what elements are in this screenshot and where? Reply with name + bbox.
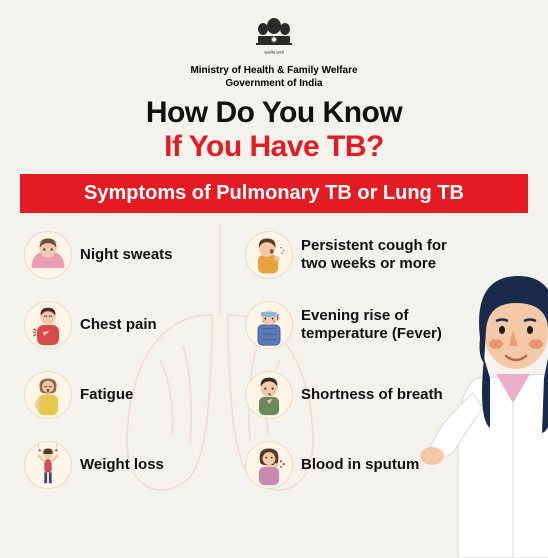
blood-sputum-icon bbox=[245, 441, 293, 489]
title-line2: If You Have TB? bbox=[20, 130, 528, 164]
symptom-label: Chest pain bbox=[80, 316, 157, 334]
svg-text:!: ! bbox=[56, 444, 57, 449]
title-line1: How Do You Know bbox=[20, 96, 528, 130]
symptom-item: Chest pain bbox=[24, 301, 235, 349]
svg-text:सत्यमेव जयते: सत्यमेव जयते bbox=[264, 50, 284, 55]
ministry-text: Ministry of Health & Family Welfare Gove… bbox=[20, 64, 528, 90]
fever-icon bbox=[245, 301, 293, 349]
symptom-label: Fatigue bbox=[80, 386, 133, 404]
svg-text:!: ! bbox=[38, 444, 39, 449]
symptom-grid: Night sweats Persistent cough for two we… bbox=[20, 231, 460, 489]
symptoms-banner: Symptoms of Pulmonary TB or Lung TB bbox=[20, 174, 528, 213]
night-sweats-icon bbox=[24, 231, 72, 279]
main-title: How Do You Know If You Have TB? bbox=[20, 96, 528, 164]
symptom-label: Weight loss bbox=[80, 456, 164, 474]
symptom-label: Blood in sputum bbox=[301, 456, 419, 474]
ministry-line1: Ministry of Health & Family Welfare bbox=[20, 64, 528, 77]
symptom-item: Fatigue bbox=[24, 371, 235, 419]
doctor-illustration bbox=[418, 258, 548, 558]
weight-loss-icon: ! ! bbox=[24, 441, 72, 489]
national-emblem-icon: सत्यमेव जयते bbox=[253, 12, 295, 60]
symptom-label: Night sweats bbox=[80, 246, 173, 264]
fatigue-icon bbox=[24, 371, 72, 419]
symptom-item: ! ! Weight loss bbox=[24, 441, 235, 489]
breath-icon bbox=[245, 371, 293, 419]
cough-icon bbox=[245, 231, 293, 279]
ministry-line2: Government of India bbox=[20, 77, 528, 90]
chest-pain-icon bbox=[24, 301, 72, 349]
symptom-item: Night sweats bbox=[24, 231, 235, 279]
